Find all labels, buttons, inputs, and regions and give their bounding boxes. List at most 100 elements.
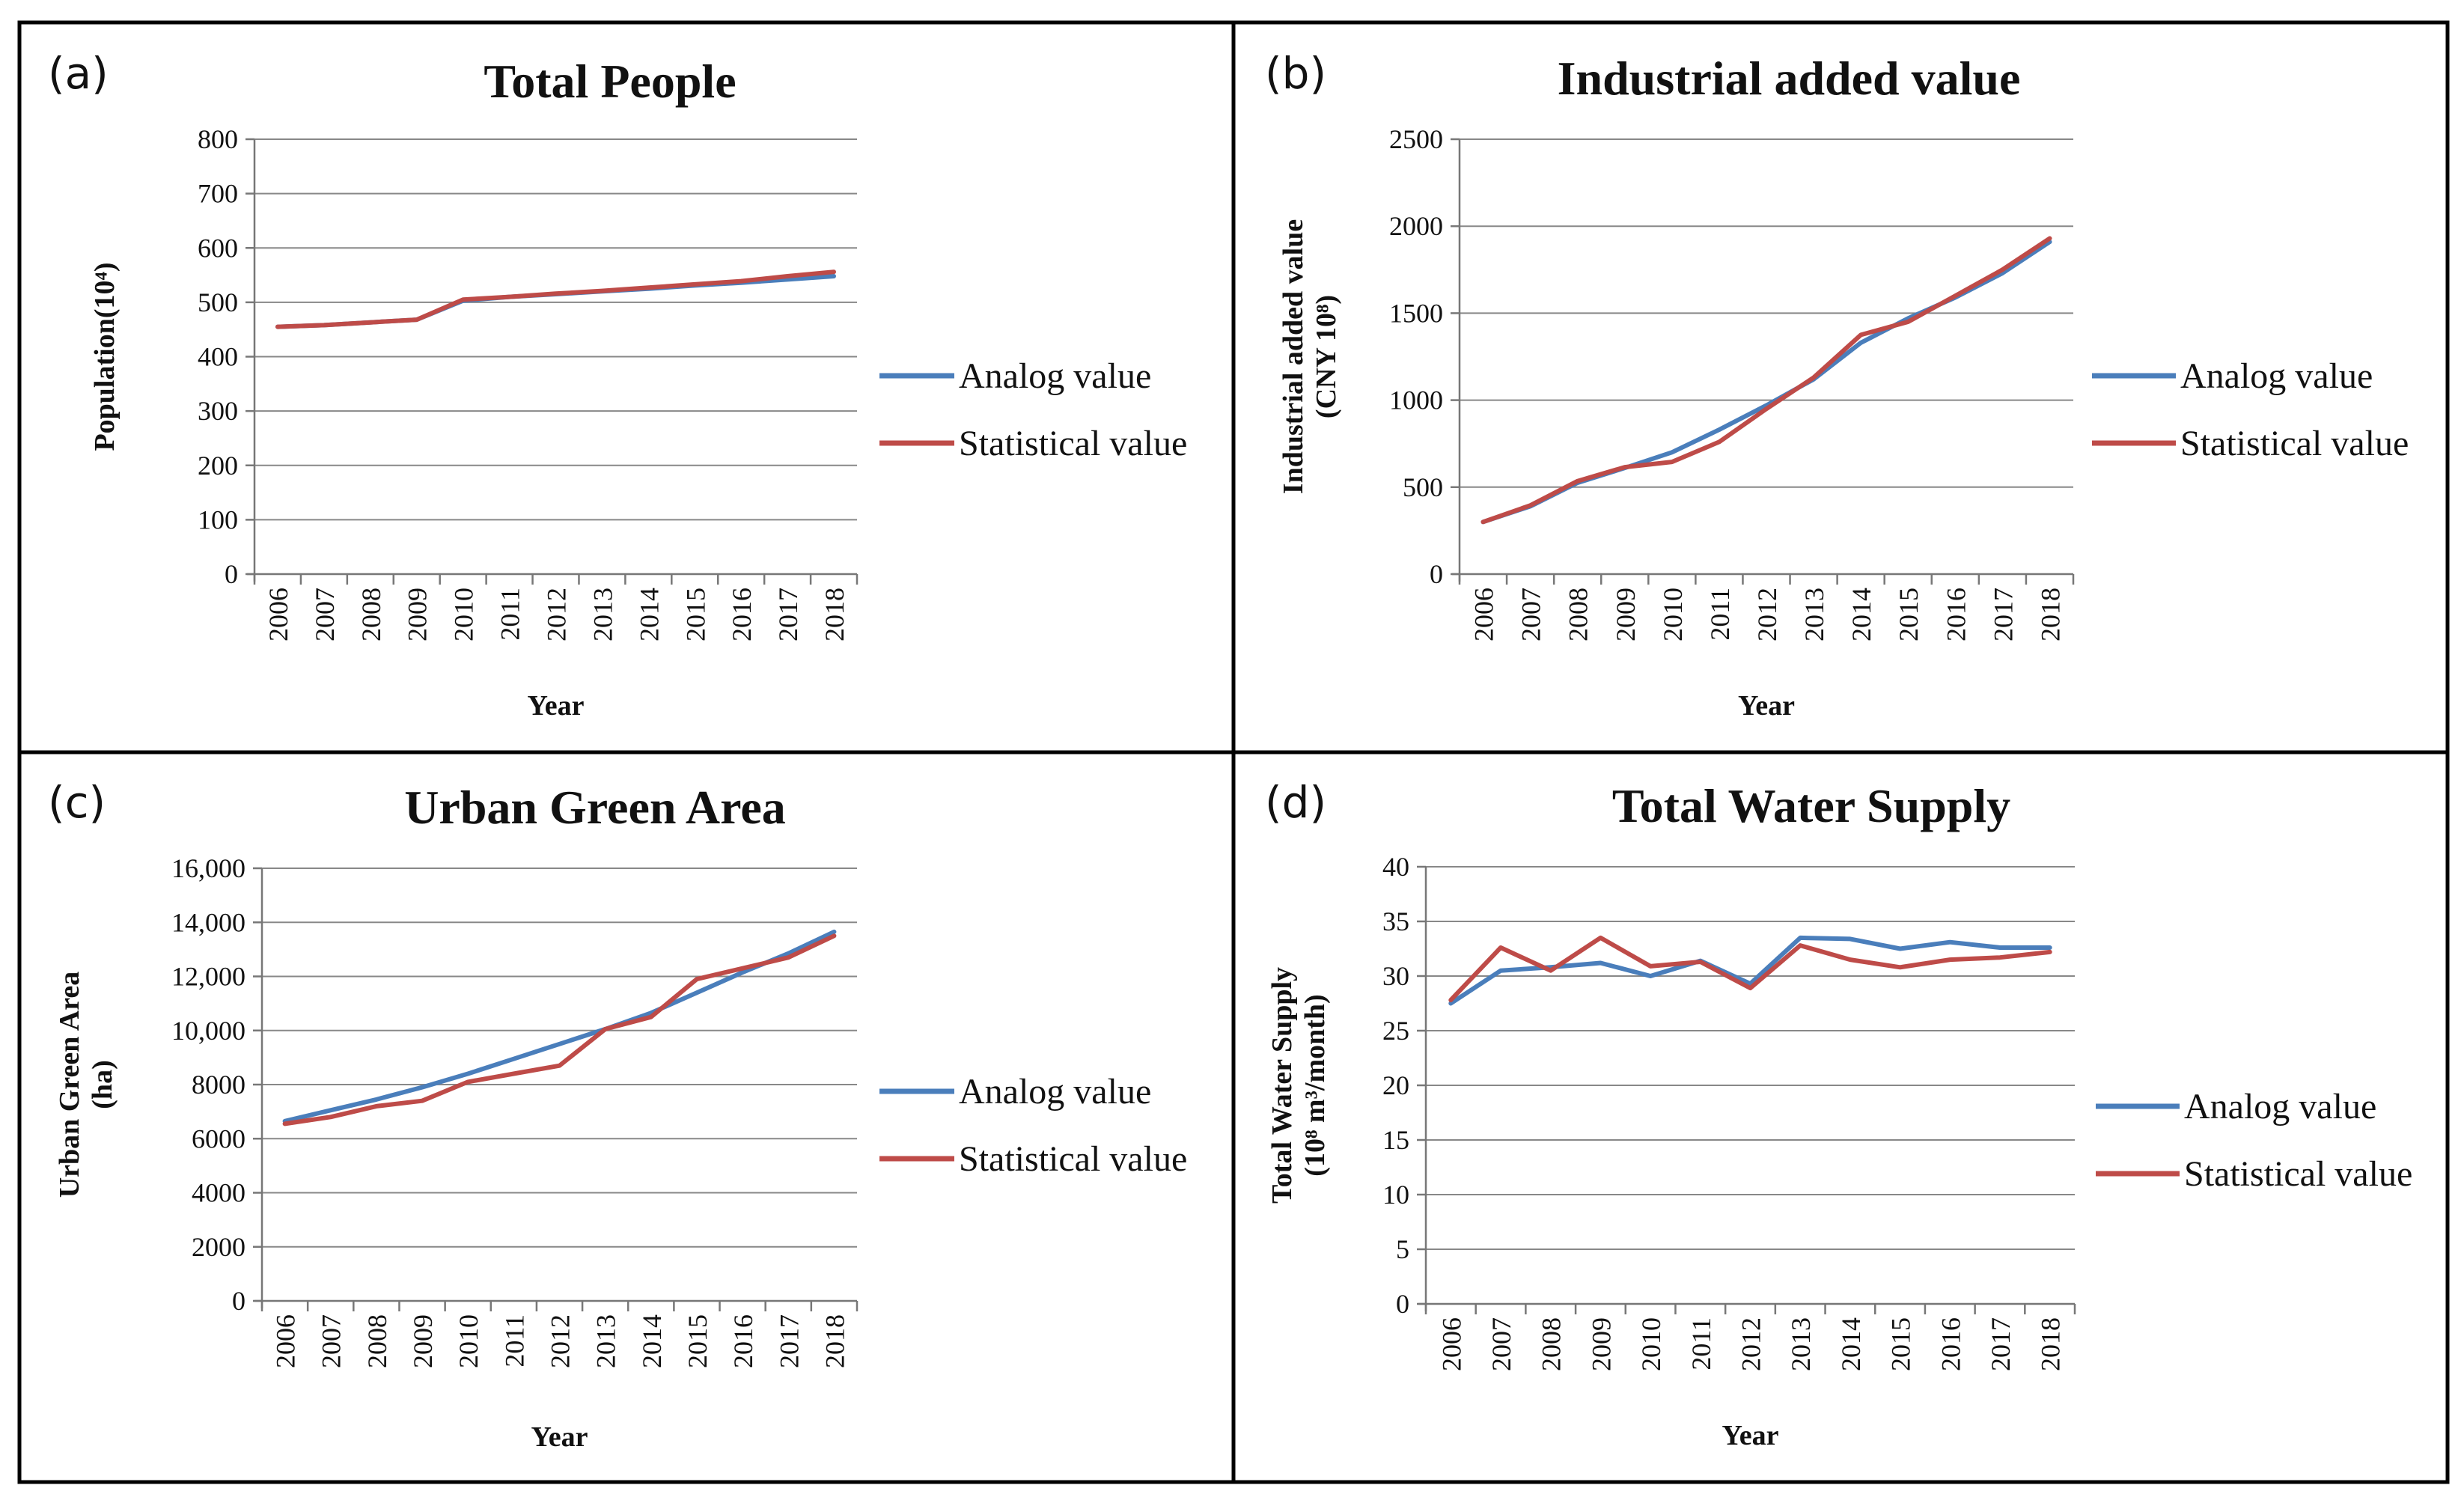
legend-label: Analog value bbox=[2180, 356, 2373, 396]
panel-tag: (a) bbox=[48, 48, 109, 99]
y-tick-label: 1000 bbox=[1389, 385, 1443, 415]
panel-tag: (b) bbox=[1265, 48, 1326, 99]
series-line-statistical bbox=[282, 933, 837, 1126]
y-tick-label: 400 bbox=[198, 342, 238, 372]
y-tick-label: 2000 bbox=[1389, 211, 1443, 241]
y-tick-label: 25 bbox=[1382, 1016, 1409, 1046]
y-tick-label: 8000 bbox=[192, 1070, 246, 1100]
x-tick-label: 2016 bbox=[1936, 1317, 1966, 1371]
x-tick-label: 2007 bbox=[1486, 1317, 1516, 1371]
series-line-statistical bbox=[1448, 935, 2052, 1003]
y-tick-label: 500 bbox=[1403, 472, 1443, 502]
x-axis-label: Year bbox=[1722, 1420, 1779, 1451]
y-axis-label: (CNY 10⁸) bbox=[1311, 295, 1342, 418]
x-tick-label: 2016 bbox=[728, 1314, 758, 1368]
x-axis-label: Year bbox=[528, 690, 585, 722]
x-tick-label: 2017 bbox=[1986, 1317, 2016, 1371]
charts: (a) Total People0100200300400500600700800… bbox=[48, 48, 2412, 1453]
y-axis-label: Urban Green Area bbox=[54, 972, 85, 1198]
y-tick-label: 300 bbox=[198, 396, 238, 426]
y-tick-label: 35 bbox=[1382, 906, 1409, 936]
x-tick-label: 2016 bbox=[1941, 588, 1971, 641]
legend-label: Analog value bbox=[959, 356, 1151, 396]
x-tick-label: 2014 bbox=[634, 588, 664, 641]
x-tick-label: 2009 bbox=[1611, 588, 1641, 641]
x-tick-label: 2007 bbox=[317, 1314, 347, 1368]
x-tick-label: 2012 bbox=[546, 1314, 576, 1368]
x-tick-label: 2007 bbox=[310, 588, 340, 641]
x-axis-label: Year bbox=[1738, 690, 1795, 722]
x-tick-label: 2012 bbox=[1752, 588, 1782, 641]
x-tick-label: 2017 bbox=[1988, 588, 2018, 641]
series-line-statistical bbox=[1480, 236, 2052, 525]
x-tick-label: 2006 bbox=[263, 588, 293, 641]
chart-title: Total Water Supply bbox=[1612, 779, 2010, 832]
chart-title: Industrial added value bbox=[1558, 52, 2021, 105]
chart-panel-d: (d) Total Water Supply 0 5 10 15 20 25 30 35 40 200… bbox=[1265, 777, 2412, 1451]
chart-title: Total People bbox=[484, 55, 736, 108]
y-tick-label: 1500 bbox=[1389, 298, 1443, 328]
y-axis-label: Industrial added value bbox=[1278, 219, 1309, 494]
x-tick-label: 2012 bbox=[542, 588, 572, 641]
x-tick-label: 2009 bbox=[403, 588, 433, 641]
chart-panel-c: (c) Urban Green Area 0 2000 4000 6000 8000 10,0… bbox=[48, 777, 1187, 1453]
x-tick-label: 2010 bbox=[454, 1314, 484, 1368]
x-tick-label: 2009 bbox=[1586, 1317, 1616, 1371]
y-tick-label: 2500 bbox=[1389, 124, 1443, 154]
chart-title: Urban Green Area bbox=[404, 781, 786, 834]
y-axis-label: Total Water Supply bbox=[1266, 967, 1298, 1204]
panel-frames bbox=[17, 20, 2450, 1484]
x-tick-label: 2013 bbox=[1799, 588, 1829, 641]
chart-panel-a: (a) Total People 0 100 200 300 400 500 600 700 800… bbox=[48, 48, 1187, 722]
x-tick-label: 2018 bbox=[2036, 1317, 2066, 1371]
series-line-statistical bbox=[275, 269, 836, 329]
x-tick-label: 2013 bbox=[591, 1314, 621, 1368]
y-tick-label: 40 bbox=[1382, 852, 1409, 882]
x-tick-label: 2018 bbox=[820, 588, 850, 641]
x-tick-label: 2010 bbox=[449, 588, 479, 641]
y-tick-label: 600 bbox=[198, 233, 238, 263]
y-tick-label: 700 bbox=[198, 179, 238, 209]
y-tick-label: 100 bbox=[198, 504, 238, 534]
x-tick-label: 2015 bbox=[1886, 1317, 1916, 1371]
x-tick-label: 2015 bbox=[1894, 588, 1924, 641]
x-tick-label: 2015 bbox=[683, 1314, 713, 1368]
x-tick-label: 2011 bbox=[495, 588, 525, 641]
y-axis-label: Population(10⁴) bbox=[89, 262, 121, 451]
legend-label: Statistical value bbox=[2180, 424, 2409, 463]
panel-tag: (c) bbox=[48, 777, 106, 828]
x-tick-label: 2018 bbox=[2035, 588, 2065, 641]
y-tick-label: 0 bbox=[232, 1286, 246, 1316]
x-tick-label: 2008 bbox=[1564, 588, 1594, 641]
x-tick-label: 2016 bbox=[727, 588, 757, 641]
y-tick-label: 4000 bbox=[192, 1178, 246, 1208]
x-tick-label: 2008 bbox=[356, 588, 386, 641]
x-tick-label: 2009 bbox=[408, 1314, 438, 1368]
series-line-analog bbox=[1448, 935, 2052, 1006]
y-tick-label: 0 bbox=[1430, 559, 1443, 589]
y-tick-label: 14,000 bbox=[171, 907, 246, 937]
y-tick-label: 0 bbox=[225, 559, 238, 589]
y-tick-label: 10,000 bbox=[171, 1016, 246, 1046]
y-tick-label: 12,000 bbox=[171, 962, 246, 992]
x-tick-label: 2008 bbox=[1537, 1317, 1567, 1371]
y-tick-label: 200 bbox=[198, 451, 238, 481]
x-tick-label: 2018 bbox=[820, 1314, 850, 1368]
series-line-analog bbox=[282, 929, 837, 1124]
x-tick-label: 2011 bbox=[1705, 588, 1735, 641]
y-tick-label: 800 bbox=[198, 124, 238, 154]
y-axis-label: (10⁸ m³/month) bbox=[1299, 994, 1331, 1176]
x-tick-label: 2011 bbox=[499, 1314, 529, 1368]
x-axis-label: Year bbox=[531, 1421, 588, 1453]
legend-label: Analog value bbox=[2184, 1087, 2376, 1126]
x-tick-label: 2013 bbox=[588, 588, 617, 641]
y-tick-label: 2000 bbox=[192, 1232, 246, 1262]
chart-panel-b: (b) Industrial added value 0 500 1000 1500 200… bbox=[1265, 48, 2409, 722]
x-tick-label: 2006 bbox=[1469, 588, 1499, 641]
y-tick-label: 20 bbox=[1382, 1070, 1409, 1100]
x-tick-label: 2015 bbox=[680, 588, 710, 641]
x-tick-label: 2014 bbox=[637, 1314, 667, 1368]
x-tick-label: 2006 bbox=[1436, 1317, 1466, 1371]
y-tick-label: 500 bbox=[198, 287, 238, 317]
